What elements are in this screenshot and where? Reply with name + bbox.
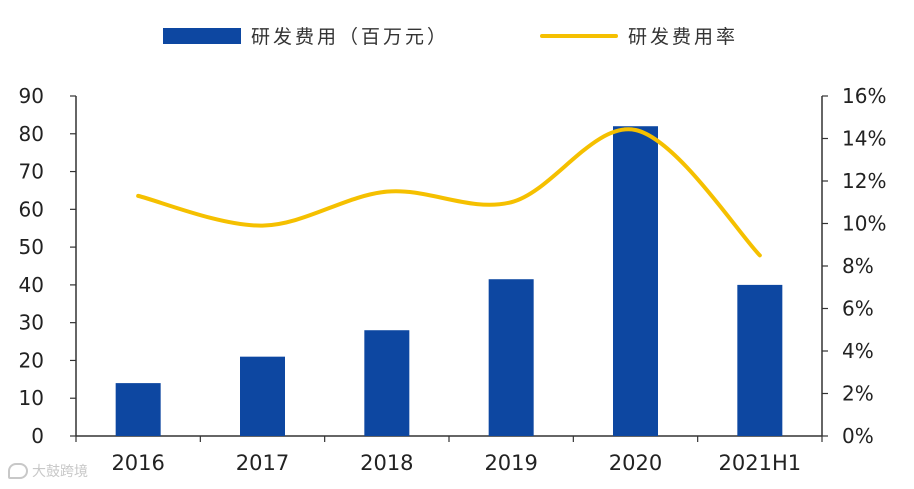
y-right-tick-label: 8% <box>842 254 874 278</box>
bar <box>613 126 658 436</box>
y-right-tick-label: 12% <box>842 169 886 193</box>
y-right-tick-label: 16% <box>842 84 886 108</box>
legend-item-bar: 研发费用（百万元） <box>163 22 449 49</box>
y-left-tick-label: 80 <box>19 122 44 146</box>
y-left-tick-label: 20 <box>19 348 44 372</box>
y-right-tick-label: 6% <box>842 297 874 321</box>
legend-line-swatch <box>540 33 618 38</box>
y-left-tick-label: 10 <box>19 386 44 410</box>
y-right-tick-label: 4% <box>842 339 874 363</box>
legend-item-line: 研发费用率 <box>540 22 738 49</box>
x-category-label: 2019 <box>484 451 537 475</box>
x-category-label: 2016 <box>111 451 164 475</box>
y-left-tick-label: 70 <box>19 160 44 184</box>
chart-legend: 研发费用（百万元） 研发费用率 <box>0 22 914 52</box>
x-category-label: 2017 <box>236 451 289 475</box>
y-right-tick-label: 10% <box>842 212 886 236</box>
x-category-label: 2021H1 <box>719 451 802 475</box>
y-left-tick-label: 90 <box>19 84 44 108</box>
bar <box>240 356 285 436</box>
legend-bar-swatch <box>163 27 241 44</box>
watermark-text: 大鼓跨境 <box>32 464 88 480</box>
speech-bubble-icon <box>8 463 28 479</box>
y-left-tick-label: 50 <box>19 235 44 259</box>
bar <box>364 330 410 436</box>
y-left-tick-label: 60 <box>19 197 44 221</box>
bar <box>115 383 161 436</box>
x-category-label: 2018 <box>360 451 413 475</box>
y-right-tick-label: 0% <box>842 424 874 448</box>
legend-bar-label: 研发费用（百万元） <box>251 26 450 48</box>
bar <box>488 279 534 436</box>
watermark: 大鼓跨境 <box>8 461 88 481</box>
legend-line-label: 研发费用率 <box>628 26 739 48</box>
y-left-tick-label: 0 <box>31 424 44 448</box>
y-right-tick-label: 2% <box>842 382 874 406</box>
x-category-label: 2020 <box>609 451 662 475</box>
rd-expense-rate-line <box>136 127 762 258</box>
y-left-tick-label: 40 <box>19 273 44 297</box>
y-right-tick-label: 14% <box>842 127 886 151</box>
y-left-tick-label: 30 <box>19 311 44 335</box>
bar <box>737 284 783 436</box>
